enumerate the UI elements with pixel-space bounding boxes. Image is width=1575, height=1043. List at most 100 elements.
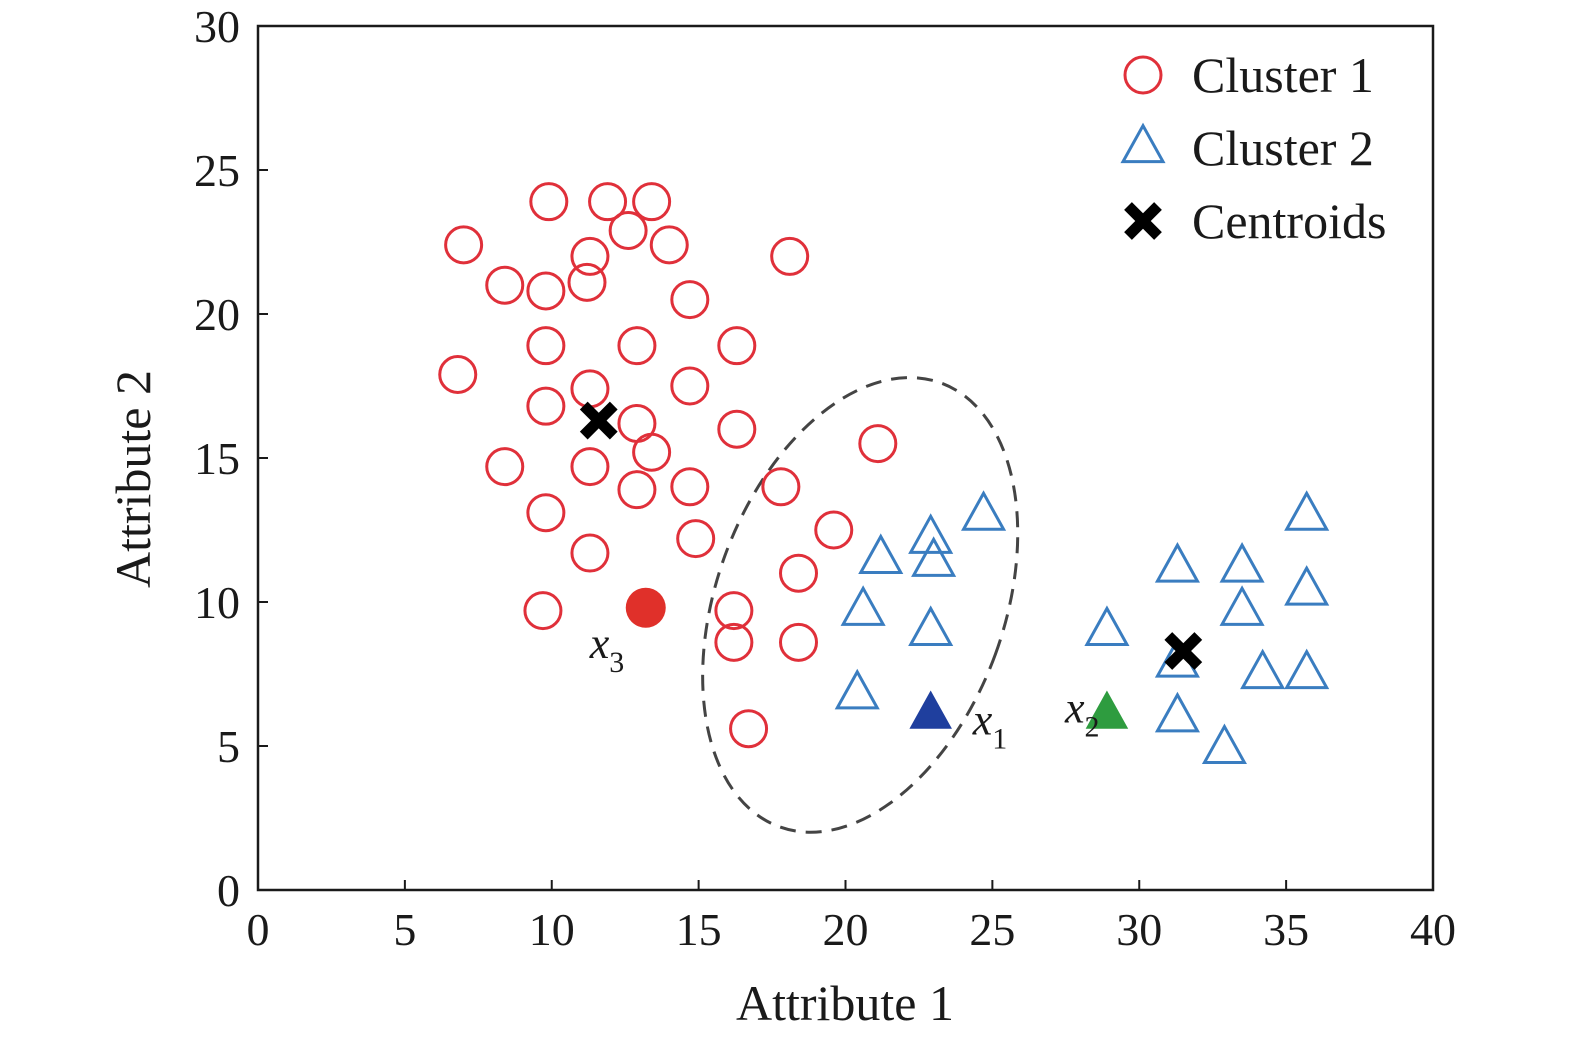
cluster2-point [1154,542,1200,583]
cluster1-point [632,432,672,472]
cluster1-point [714,591,754,631]
cluster1-point [570,533,610,573]
cluster1-point [858,424,898,464]
points-layer [438,182,1330,765]
y-tick-label: 30 [194,1,240,52]
cluster2-point [908,513,954,554]
series-1 [438,182,898,749]
y-tick-label: 10 [194,577,240,628]
legend-label: Cluster 1 [1192,47,1374,103]
cluster2-point [1201,723,1247,765]
cluster1-point [714,622,754,662]
cluster1-point [526,493,566,533]
annotation-subscript: 1 [992,722,1007,755]
cluster2-point [908,605,954,646]
cluster2-point [911,536,957,577]
cluster2-point [858,533,904,574]
cluster1-point [444,225,484,265]
legend-item-centroid: Centroids [1124,193,1386,249]
cluster2-point [1154,691,1200,733]
legend-item-cluster2: Cluster 2 [1120,120,1374,176]
annotation-subscript: 2 [1084,710,1099,743]
cluster1-point [761,467,801,507]
centroid-marker [579,401,618,440]
x-tick-label: 40 [1410,904,1456,955]
x-tick-label: 10 [529,904,575,955]
plot-frame [256,24,1435,892]
legend-item-cluster1: Cluster 1 [1123,47,1374,103]
cluster1-point [632,182,672,222]
y-tick-label: 25 [194,145,240,196]
x-tick-label: 30 [1116,904,1162,955]
cluster1-point [717,409,757,449]
cluster1-point [670,467,710,507]
x-axis-title: Attribute 1 [736,975,954,1031]
legend-marker-cluster1 [1123,55,1163,95]
x-tick-label: 0 [247,904,270,955]
cluster1-point [529,182,569,222]
cluster1-point [670,366,710,406]
annotation-subscript: 3 [609,646,624,679]
series-2 [834,490,1330,765]
cluster1-point [570,447,610,487]
cluster1-point [779,553,818,593]
cluster2-point [840,585,886,626]
x-tick-label: 5 [393,904,416,955]
cluster2-point [961,490,1007,531]
cluster1-point [523,591,563,631]
centroid-stroke [1164,632,1203,670]
x-tick-label: 20 [823,904,869,955]
legend: Cluster 1 Cluster 2 Centroids [1120,47,1386,249]
highlighted-point-x2 [1085,690,1129,729]
cluster2-point [1284,490,1330,531]
highlighted-point-x3 [625,587,666,628]
centroid-stroke [1124,202,1162,240]
legend-label: Centroids [1192,193,1386,249]
cluster2-point [1219,585,1265,626]
x-tick-label: 25 [969,904,1015,955]
x-tick-label: 15 [676,904,722,955]
legend-label: Cluster 2 [1192,120,1374,176]
cluster1-point [526,326,566,366]
plot-area [256,24,1435,892]
cluster2-point [1240,648,1286,690]
cluster1-point [717,326,757,366]
dashed-ellipse [701,376,1020,834]
legend-marker-cluster2 [1120,122,1166,164]
centroid-marker [1164,632,1203,670]
y-axis-title: Attribute 2 [105,370,161,588]
y-tick-label: 20 [194,289,240,340]
cluster1-point [649,225,689,265]
axes-layer: 0 5 10 15 20 25 30 35 40 0 5 10 15 20 25 30 [194,1,1456,955]
cluster1-point [485,265,525,305]
y-tick-label: 5 [217,721,240,772]
cluster1-point [588,182,628,222]
cluster1-point [438,354,478,394]
cluster1-point [608,210,648,250]
cluster1-point [617,326,657,366]
cluster2-point [1284,648,1330,690]
cluster1-point [485,447,525,487]
cluster1-point [617,470,657,510]
cluster1-point [770,236,810,276]
highlighted-point-x1 [909,690,952,729]
cluster1-point [526,271,566,311]
cluster1-point [814,510,854,550]
cluster1-point [670,280,710,320]
cluster1-point [570,236,610,276]
cluster1-point [567,262,607,302]
cluster2-point [1284,565,1330,606]
centroid-stroke [579,401,618,440]
cluster1-point [779,622,818,662]
y-tick-label: 0 [217,865,240,916]
cluster1-point [676,519,716,559]
legend-marker-centroid [1124,202,1162,240]
ellipse-layer [701,376,1020,834]
y-tick-label: 15 [194,433,240,484]
cluster2-point [1219,542,1265,583]
cluster1-point [729,709,769,749]
cluster2-point [1084,605,1130,646]
x-tick-label: 35 [1263,904,1309,955]
cluster1-point [526,386,566,426]
